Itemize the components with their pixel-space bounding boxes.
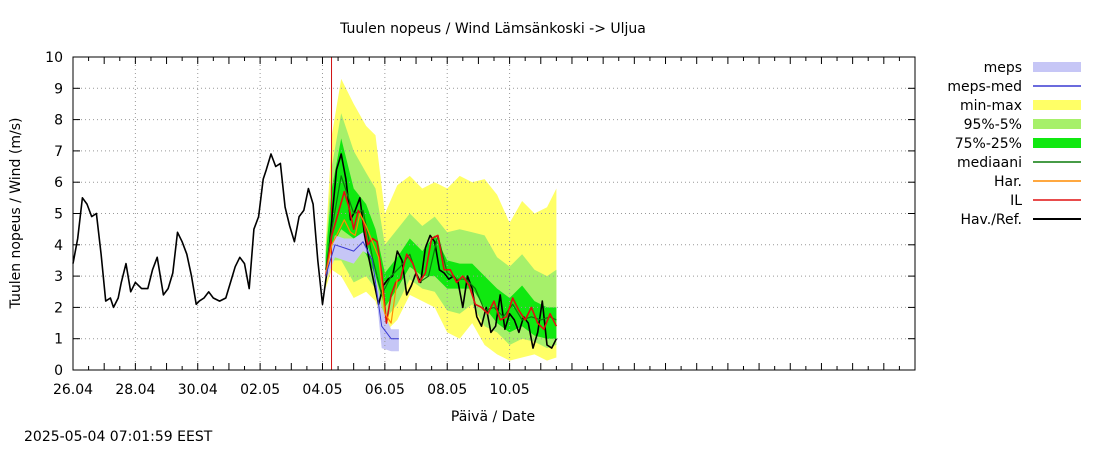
y-axis-label: Tuulen nopeus / Wind (m/s) bbox=[8, 118, 24, 310]
legend-label: mediaani bbox=[957, 155, 1022, 171]
series-meps-med bbox=[325, 241, 399, 340]
y-tick-label: 8 bbox=[54, 113, 63, 129]
legend-swatch bbox=[1033, 138, 1081, 148]
legend-label: Hav./Ref. bbox=[960, 212, 1022, 228]
y-tick-label: 3 bbox=[54, 269, 63, 285]
x-tick-label: 30.04 bbox=[178, 382, 218, 398]
legend-swatch bbox=[1033, 62, 1081, 72]
y-tick-label: 5 bbox=[54, 207, 63, 223]
legend-label: 95%-5% bbox=[964, 117, 1022, 133]
legend-label: Har. bbox=[994, 174, 1022, 190]
x-tick-label: 06.05 bbox=[365, 382, 405, 398]
series-mediaani bbox=[325, 175, 557, 321]
chart-title: Tuulen nopeus / Wind Lämsänkoski -> Ulju… bbox=[339, 21, 646, 37]
y-tick-label: 1 bbox=[54, 332, 63, 348]
legend-swatch bbox=[1033, 119, 1081, 129]
y-tick-label: 4 bbox=[54, 238, 63, 254]
y-tick-label: 6 bbox=[54, 175, 63, 191]
legend-swatch bbox=[1033, 100, 1081, 110]
timestamp: 2025-05-04 07:01:59 EEST bbox=[24, 429, 213, 445]
x-tick-label: 26.04 bbox=[53, 382, 93, 398]
y-tick-label: 10 bbox=[45, 50, 63, 66]
x-tick-label: 10.05 bbox=[490, 382, 530, 398]
legend-label: meps bbox=[984, 60, 1022, 76]
legend-label: 75%-25% bbox=[955, 136, 1022, 152]
legend-label: meps-med bbox=[947, 79, 1022, 95]
series-hav-ref- bbox=[72, 153, 558, 349]
x-axis-label: Päivä / Date bbox=[451, 409, 535, 425]
x-tick-label: 08.05 bbox=[427, 382, 467, 398]
x-tick-label: 28.04 bbox=[115, 382, 155, 398]
x-tick-label: 04.05 bbox=[302, 382, 342, 398]
grid-layer bbox=[73, 57, 915, 370]
y-tick-label: 9 bbox=[54, 81, 63, 97]
ticks-layer: 0 1 2 3 4 5 6 7 8 9 10 26.04 28.04 30.04 02.05 04.05 06.… bbox=[45, 50, 916, 398]
legend-label: IL bbox=[1010, 193, 1022, 209]
lines-layer bbox=[72, 153, 558, 349]
legend-label: min-max bbox=[960, 98, 1022, 114]
y-tick-label: 7 bbox=[54, 144, 63, 160]
legend: meps meps-med min-max 95%-5% 75%-25% mediaani… bbox=[947, 60, 1081, 228]
y-tick-label: 2 bbox=[54, 300, 63, 316]
x-tick-label: 02.05 bbox=[240, 382, 280, 398]
y-tick-label: 0 bbox=[54, 363, 63, 379]
series-har- bbox=[325, 212, 398, 324]
